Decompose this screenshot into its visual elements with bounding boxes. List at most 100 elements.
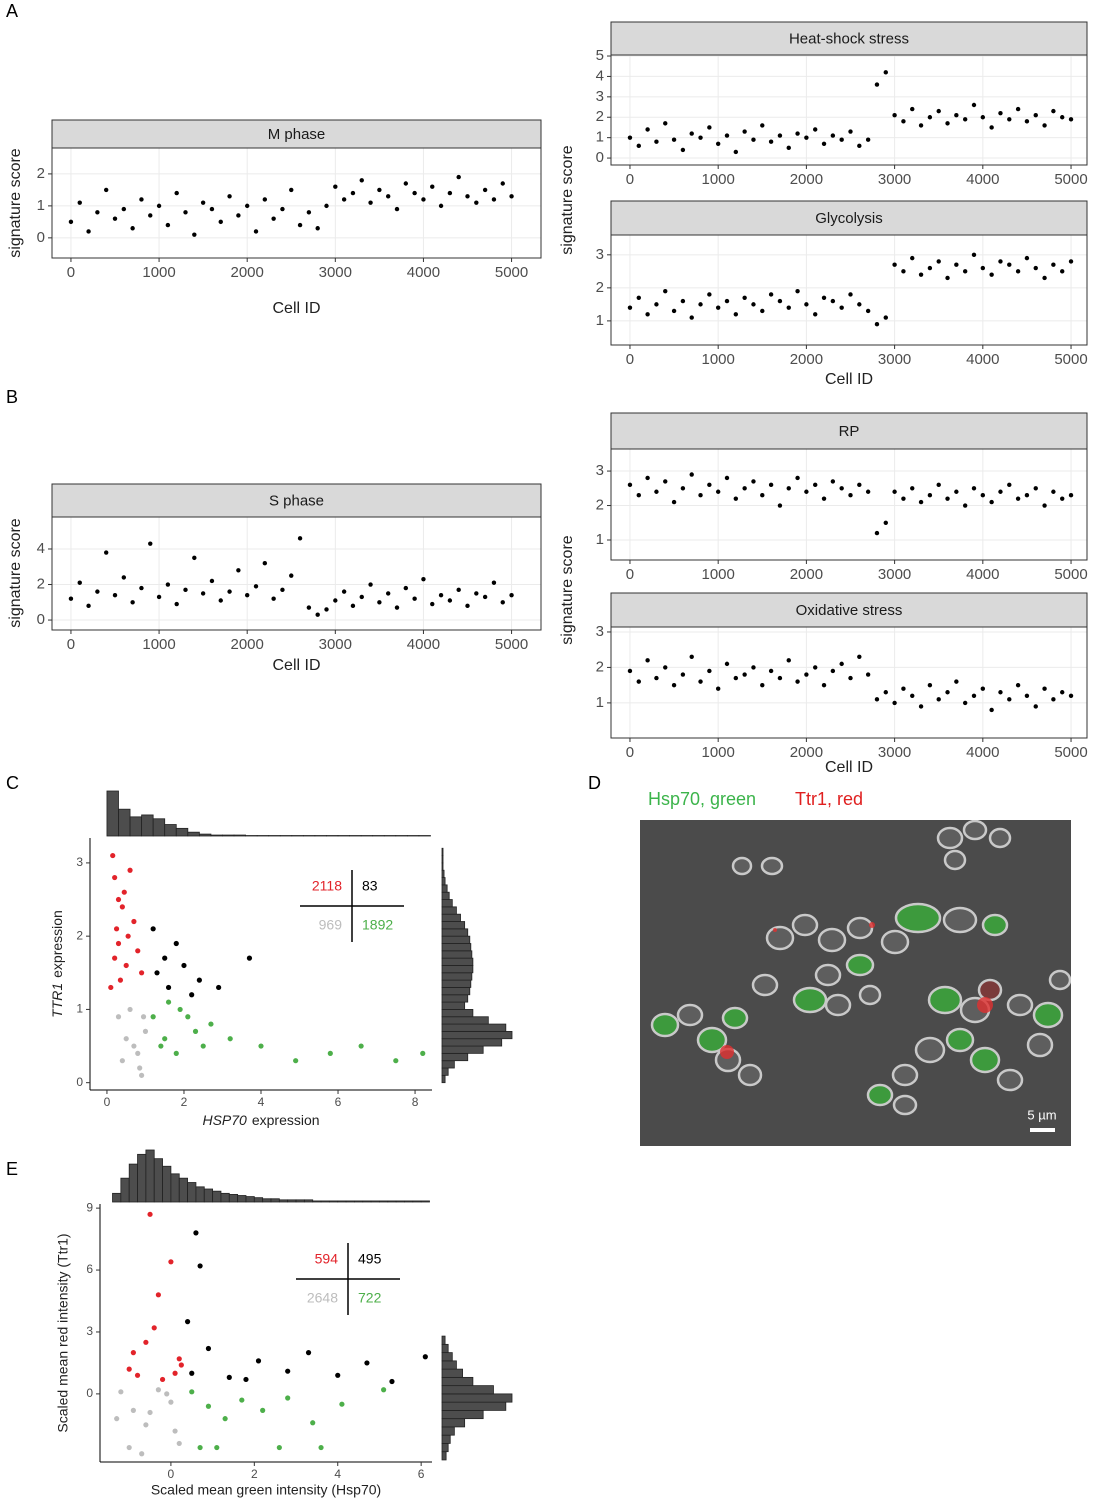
histogram-bar [420,1200,430,1203]
x-tick-label: 4000 [407,264,440,281]
point [989,707,994,713]
histogram-bar [441,1401,507,1411]
point [698,135,703,140]
histogram-bar [441,1016,489,1025]
point [883,520,888,525]
x-tick-label: 0 [626,744,634,761]
point [1042,686,1047,691]
histogram-bar [222,834,235,837]
y-tick-label: 3 [596,623,604,640]
quadrant-count: 969 [319,917,343,933]
point [368,582,373,587]
x-axis-title-italic: HSP70 [202,1112,247,1128]
point [377,600,382,605]
point [200,200,206,205]
x-tick-label: 5000 [1054,351,1087,368]
point [707,292,712,297]
point [156,594,162,600]
point [183,587,188,593]
x-axis-title: Cell ID [825,371,873,388]
histogram-bar [441,1001,466,1010]
point [1033,113,1038,118]
point [381,1387,387,1393]
histogram-bar [175,827,189,837]
point [980,265,986,271]
point [786,305,791,310]
facet-title: Glycolysis [815,210,883,227]
point [227,1036,233,1042]
point [768,482,774,488]
x-tick-label: 0 [626,171,634,188]
point [671,682,677,688]
histogram-bar [441,1410,484,1420]
point [438,203,444,209]
point [892,262,897,267]
point [333,598,338,603]
histogram-bar [220,1192,230,1203]
point [707,482,712,488]
histogram-bar [128,1163,138,1203]
histogram-bar [270,1198,280,1203]
point [143,1422,149,1428]
point [954,489,959,494]
point [172,1428,178,1434]
histogram-bar [441,877,446,886]
point [1007,482,1012,488]
histogram-bar [441,1074,446,1084]
point [786,658,791,663]
point [883,70,888,75]
point [184,1319,191,1325]
point [148,213,153,218]
point [115,896,122,903]
point [112,874,118,881]
panel-background [611,55,1087,165]
point [1060,690,1065,695]
point [130,1407,136,1413]
point [768,292,774,297]
x-tick-label: 6 [335,1095,342,1109]
histogram-bar [441,1376,474,1387]
histogram-bar [237,1195,247,1203]
point [627,135,633,140]
point [139,970,145,976]
point [830,479,836,484]
point [127,867,133,873]
micrograph [640,820,1071,1146]
point [786,145,791,151]
point [244,592,250,598]
histogram-bar [441,1443,449,1453]
point [689,654,694,659]
point [707,668,712,674]
x-tick-label: 4 [258,1095,265,1109]
point [253,584,259,589]
point [174,601,179,607]
point [962,117,968,122]
histogram-bar [112,1192,122,1203]
point [123,962,129,969]
point [848,292,853,297]
x-tick-label: 4000 [966,351,999,368]
quadrant-count: 722 [358,1290,382,1306]
point [998,110,1003,116]
point [945,496,950,501]
point [218,598,223,603]
point [645,475,650,481]
point [698,492,703,498]
point [447,598,453,603]
point [253,229,259,234]
point [482,187,488,193]
point [768,668,774,674]
point [663,121,668,126]
y-axis-title: TTR1 expression [49,910,65,1018]
point [315,226,320,231]
point [1033,486,1038,491]
point [127,1006,133,1013]
point [1051,262,1056,267]
point [998,690,1003,695]
point [1051,489,1056,494]
panel-background [611,235,1087,345]
histogram-bar [370,1200,380,1203]
point [189,1370,195,1376]
point [209,206,215,212]
point [795,288,800,294]
